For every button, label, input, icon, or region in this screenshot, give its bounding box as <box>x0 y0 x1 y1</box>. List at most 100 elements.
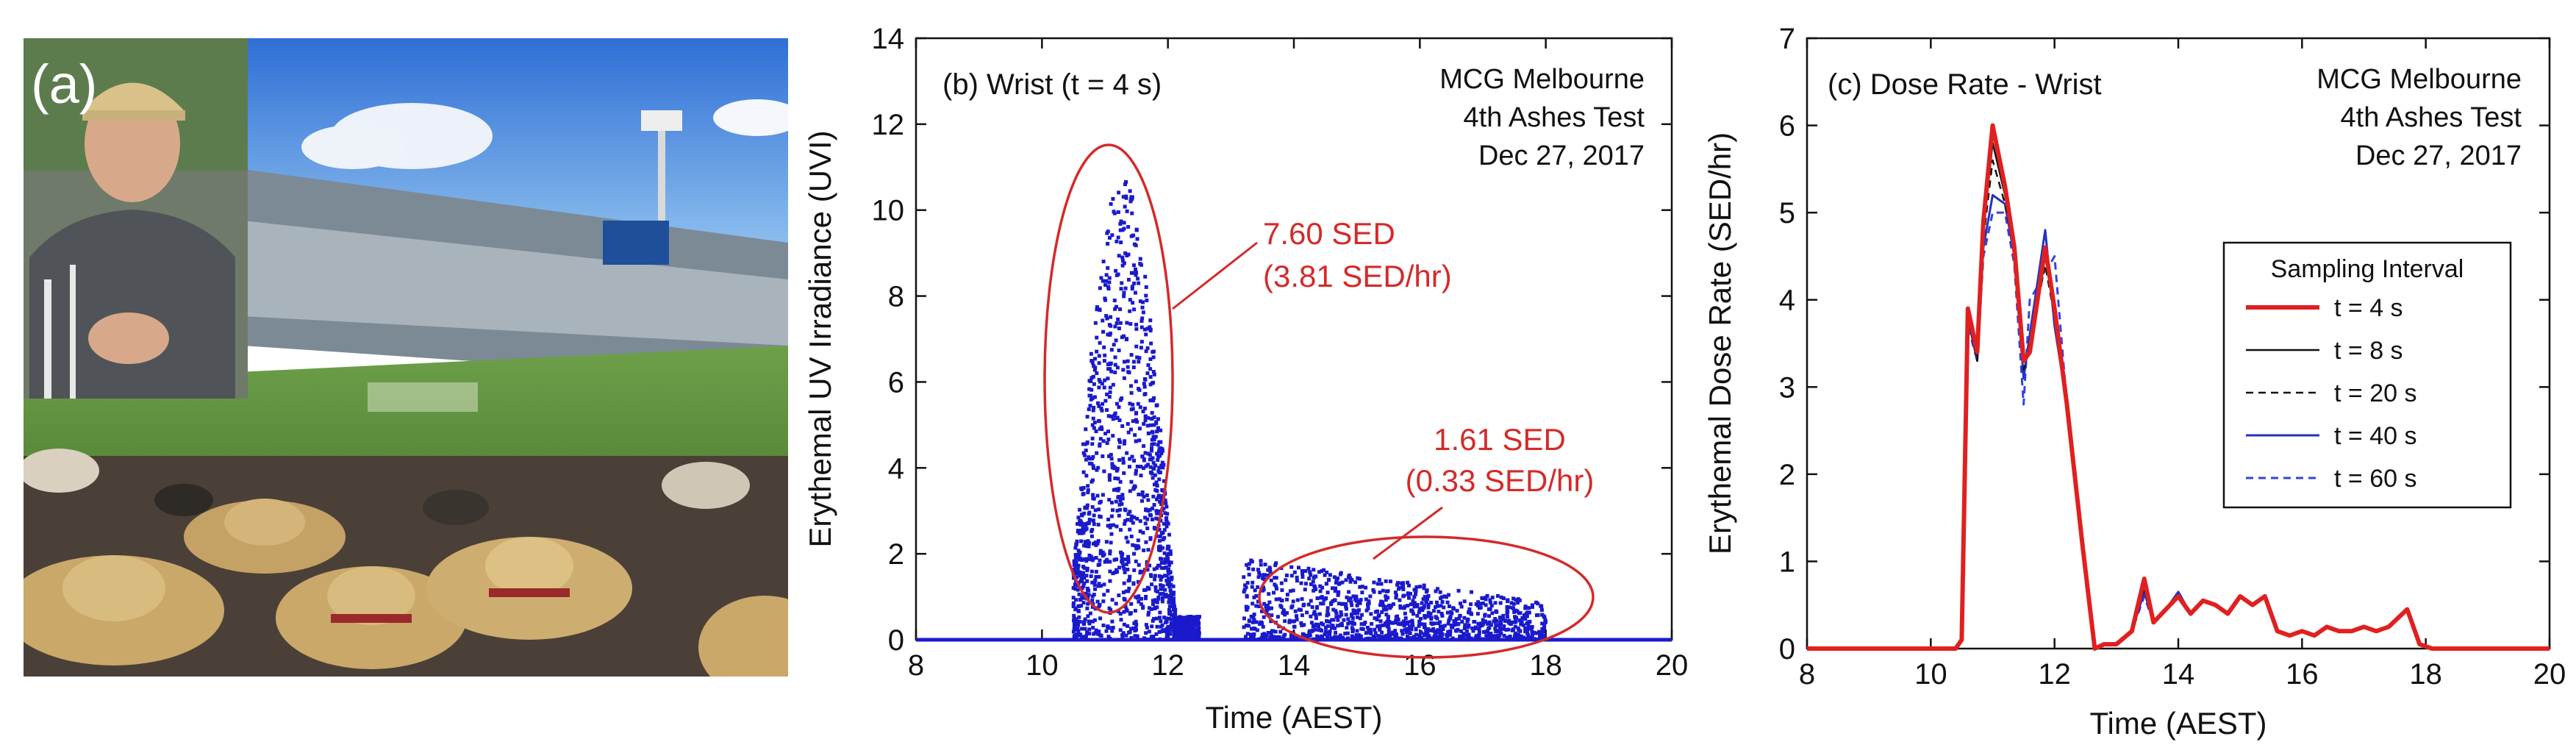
scatter-point <box>1130 286 1134 290</box>
scatter-point <box>1525 611 1529 615</box>
scatter-point <box>1081 442 1085 446</box>
scatter-point <box>1103 353 1107 357</box>
scatter-point <box>1155 624 1159 629</box>
scatter-point <box>1151 355 1156 360</box>
scatter-point <box>1093 540 1098 545</box>
scatter-point <box>1261 624 1265 629</box>
scatter-point <box>1108 367 1112 371</box>
scatter-point <box>1164 501 1168 505</box>
scatter-point <box>1073 552 1078 557</box>
scatter-point <box>1408 631 1412 635</box>
scatter-point <box>1283 619 1287 624</box>
scatter-point <box>1132 621 1137 626</box>
scatter-point <box>1312 568 1316 572</box>
scatter-point <box>1118 628 1123 632</box>
scatter-point <box>1167 624 1171 629</box>
scatter-point <box>1170 576 1174 580</box>
scatter-point <box>1126 421 1130 426</box>
scatter-point <box>1334 611 1339 615</box>
scatter-point <box>1078 574 1082 578</box>
scatter-point <box>1140 305 1145 310</box>
scatter-point <box>1511 596 1516 601</box>
scatter-point <box>1477 633 1481 638</box>
scatter-point <box>1111 382 1115 387</box>
scatter-point <box>1132 552 1137 556</box>
scatter-point <box>1113 370 1117 374</box>
scatter-point <box>1312 610 1317 614</box>
scatter-point <box>1112 343 1116 347</box>
scatter-point <box>1334 586 1338 590</box>
scatter-point <box>1095 599 1100 604</box>
x-tick-label: 8 <box>908 649 924 682</box>
scatter-point <box>1124 180 1128 185</box>
scatter-point <box>1300 572 1305 577</box>
scatter-point <box>1330 624 1334 628</box>
scatter-point <box>1435 587 1439 591</box>
scatter-point <box>1339 571 1343 575</box>
scatter-point <box>1188 621 1192 626</box>
scatter-point <box>1262 602 1267 606</box>
scatter-point <box>1171 614 1176 618</box>
scatter-point <box>1345 626 1349 630</box>
scatter-point <box>1388 604 1392 608</box>
scatter-point <box>1492 634 1497 638</box>
scatter-point <box>1291 599 1295 604</box>
scatter-point <box>1132 307 1137 312</box>
scatter-point <box>1145 493 1149 497</box>
scatter-point <box>1151 398 1155 402</box>
scatter-point <box>1300 624 1304 628</box>
scatter-point <box>1098 437 1103 441</box>
scatter-point <box>1424 590 1428 594</box>
scatter-point <box>1118 222 1123 226</box>
scatter-point <box>1467 610 1471 615</box>
scatter-point <box>1145 568 1150 572</box>
scatter-point <box>1291 619 1295 624</box>
scatter-point <box>1122 610 1126 614</box>
x-tick-label: 8 <box>1799 658 1815 690</box>
scatter-point <box>1131 543 1135 547</box>
scatter-point <box>1109 540 1113 545</box>
scatter-point <box>1307 577 1312 581</box>
scatter-point <box>1124 589 1128 593</box>
scatter-point <box>1373 631 1378 635</box>
scatter-point <box>1130 285 1134 289</box>
scatter-point <box>1411 623 1415 627</box>
scatter-point <box>1337 602 1341 606</box>
scatter-point <box>1148 399 1153 403</box>
scatter-point <box>1420 608 1425 613</box>
scatter-point <box>1427 634 1431 638</box>
scatter-point <box>1483 613 1487 617</box>
scatter-point <box>1196 625 1201 629</box>
scatter-point <box>1390 630 1395 635</box>
scatter-point <box>1076 627 1080 631</box>
scatter-point <box>1092 582 1097 587</box>
scatter-point <box>1254 593 1259 598</box>
scatter-point <box>1493 601 1498 605</box>
scatter-point <box>1403 627 1407 632</box>
scatter-point <box>1145 424 1150 428</box>
scatter-point <box>1113 570 1117 574</box>
cap-icon <box>82 82 184 118</box>
scatter-point <box>1085 503 1090 507</box>
scatter-point <box>1173 617 1177 621</box>
scatter-point <box>1164 565 1168 570</box>
scatter-point <box>1289 574 1294 578</box>
scatter-point <box>1085 506 1090 510</box>
scatter-point <box>1071 629 1076 634</box>
scatter-point <box>1246 566 1251 571</box>
x-tick-label: 10 <box>1914 658 1947 690</box>
scatter-point <box>1174 620 1178 624</box>
scatter-point <box>1285 593 1289 597</box>
scatter-point <box>1151 476 1155 480</box>
scatter-point <box>1114 338 1118 343</box>
scatter-point <box>1085 415 1090 419</box>
scatter-point <box>1090 529 1094 534</box>
scatter-point <box>1511 606 1515 610</box>
scatter-point <box>1262 588 1266 592</box>
scatter-point <box>1444 595 1448 599</box>
scatter-point <box>1101 493 1105 497</box>
scatter-point <box>1418 616 1423 621</box>
scatter-point <box>1384 607 1389 612</box>
scatter-point <box>1508 635 1512 639</box>
scatter-point <box>1406 621 1410 626</box>
